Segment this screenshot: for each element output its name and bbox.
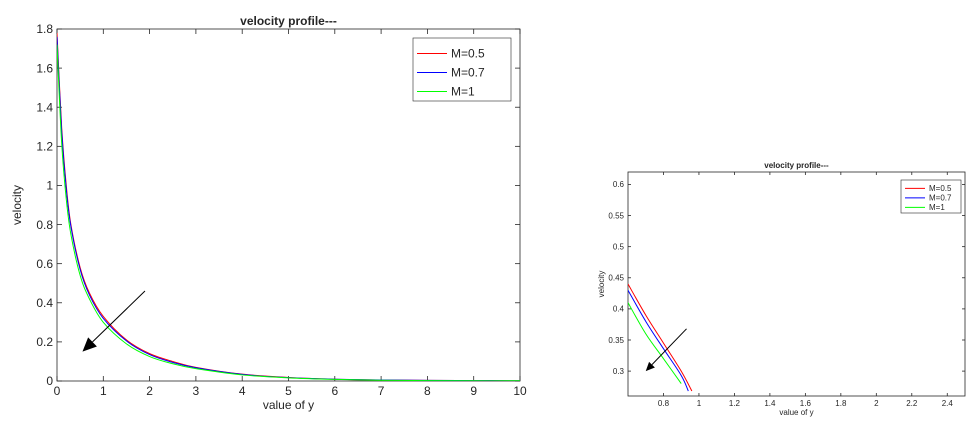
chart-title: velocity profile--- [764, 161, 829, 170]
arrow-head [645, 361, 655, 372]
x-tick-label: 9 [470, 384, 477, 398]
y-tick-label: 1.2 [36, 140, 53, 154]
y-tick-label: 0.2 [36, 335, 53, 349]
y-tick-label: 0.5 [613, 242, 625, 251]
y-tick-label: 1 [46, 179, 53, 193]
x-tick-label: 3 [193, 384, 200, 398]
y-tick-label: 0.35 [608, 336, 624, 345]
series-line-m-0-5 [628, 283, 693, 392]
x-tick-label: 1.2 [729, 399, 741, 408]
y-tick-label: 0.8 [36, 218, 53, 232]
legend-label: M=0.7 [451, 66, 485, 80]
y-tick-label: 1.4 [36, 100, 53, 114]
series-line-m-1 [628, 302, 682, 384]
x-tick-label: 1.8 [835, 399, 847, 408]
legend: M=0.5M=0.7M=1 [900, 179, 962, 214]
x-tick-label: 2.4 [942, 399, 954, 408]
y-tick-label: 0.6 [613, 180, 625, 189]
chart-1: 0 1 2 3 4 5 6 7 8 9 10 0 0.2 0.4 0.6 0.8 1 1.2 1.4 1.6 1.8 ve… [10, 14, 527, 412]
x-tick-label: 0.8 [658, 399, 670, 408]
series-line-m-1 [57, 44, 520, 381]
y-tick-label: 1.8 [36, 22, 53, 36]
arrow-shaft [651, 328, 687, 365]
arrow-head [82, 337, 97, 352]
y-tick-label: 0.4 [36, 296, 53, 310]
y-axis-label: velocity [597, 271, 606, 298]
series-group [628, 283, 693, 392]
series-line-m-0-7 [628, 289, 689, 392]
x-tick-label: 6 [331, 384, 338, 398]
x-tick-label: 0 [54, 384, 61, 398]
chart-title: velocity profile--- [240, 14, 337, 28]
legend-label: M=0.5 [929, 184, 952, 193]
x-tick-label: 4 [239, 384, 246, 398]
y-tick-label: 0 [46, 374, 53, 388]
x-tick-label: 2 [874, 399, 879, 408]
x-axis-label: value of y [263, 398, 314, 412]
y-tick-label: 1.6 [36, 61, 53, 75]
chart-2: 0.8 1 1.2 1.4 1.6 1.8 2 2.2 2.4 0.3 0.35 0.4 0.45 0.5… [597, 161, 966, 417]
y-tick-label: 0.3 [613, 367, 625, 376]
x-tick-label: 1.4 [764, 399, 776, 408]
legend-box [412, 37, 512, 102]
x-tick-label: 8 [424, 384, 431, 398]
x-tick-label: 5 [285, 384, 292, 398]
x-tick-label: 2 [146, 384, 153, 398]
y-tick-label: 0.6 [36, 257, 53, 271]
x-tick-label: 10 [513, 384, 527, 398]
x-tick-label: 1.6 [800, 399, 812, 408]
series-group [57, 32, 520, 381]
legend-label: M=1 [451, 85, 475, 99]
y-tick-label: 0.45 [608, 274, 624, 283]
x-tick-label: 1 [697, 399, 702, 408]
legend: M=0.5 M=0.7 M=1 [412, 37, 512, 102]
y-tick-label: 0.4 [613, 305, 625, 314]
legend-label: M=0.5 [451, 47, 485, 61]
legend-label: M=1 [929, 203, 945, 212]
x-tick-label: 7 [378, 384, 385, 398]
y-axis-label: velocity [10, 185, 24, 225]
y-tick-label: 0.55 [608, 211, 624, 220]
x-tick-label: 1 [100, 384, 107, 398]
x-axis-label: value of y [779, 408, 813, 417]
arrow-shaft [92, 290, 146, 343]
legend-label: M=0.7 [929, 194, 952, 203]
x-tick-label: 2.2 [906, 399, 918, 408]
